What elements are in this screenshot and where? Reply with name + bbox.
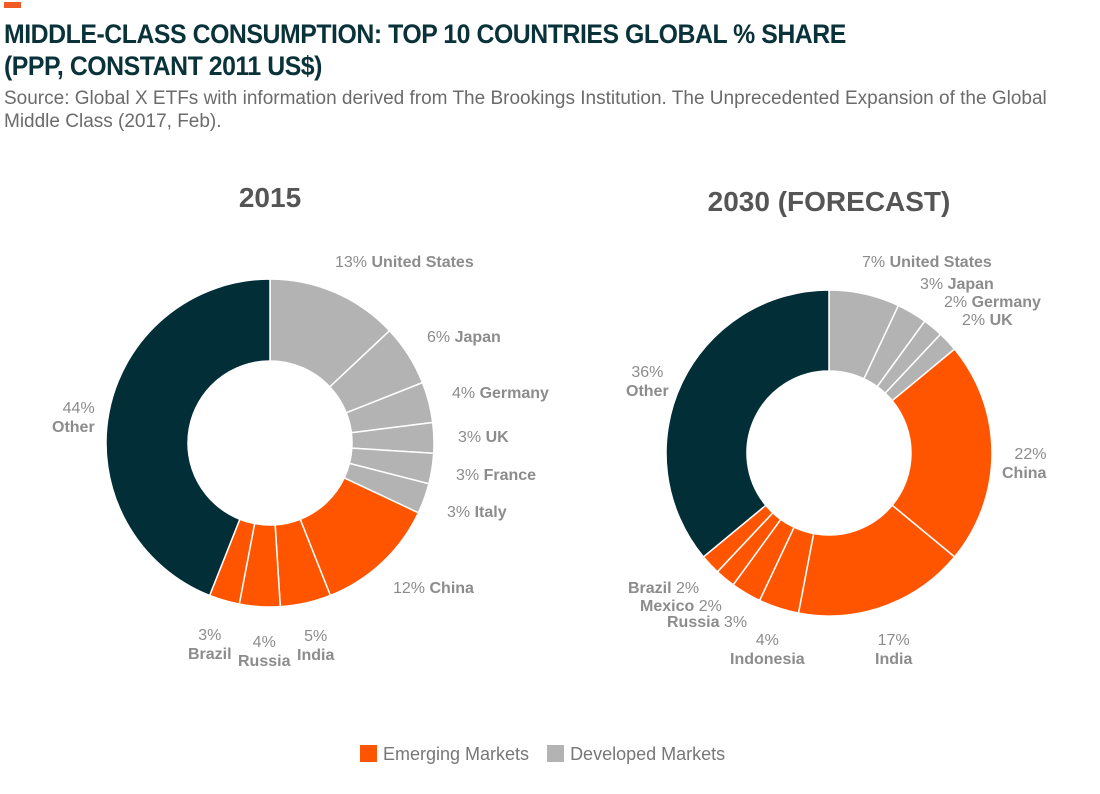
data-label: Russia 3%	[667, 613, 747, 632]
data-label: 12% China	[393, 579, 474, 598]
label-percent: 13%	[335, 254, 368, 271]
label-percent: 3%	[920, 276, 944, 293]
data-label: 4% Germany	[452, 384, 549, 403]
data-label: 3% Brazil	[188, 626, 232, 664]
data-label: 22% China	[1002, 445, 1046, 483]
data-label: 4% Indonesia	[730, 631, 805, 669]
accent-bar	[4, 2, 21, 8]
data-label: 7% United States	[862, 253, 992, 272]
label-name: India	[875, 651, 913, 668]
label-name: Germany	[479, 385, 549, 402]
label-name: Russia	[667, 614, 720, 631]
label-percent: 7%	[862, 254, 886, 271]
legend-item-emerging: Emerging Markets	[360, 744, 529, 765]
label-percent: 12%	[393, 580, 426, 597]
label-percent: 5%	[304, 628, 328, 645]
label-percent: 3%	[456, 467, 480, 484]
legend-item-developed: Developed Markets	[547, 744, 725, 765]
data-label: 3% France	[456, 466, 536, 485]
label-name: Japan	[947, 276, 994, 293]
data-label: 13% United States	[335, 253, 474, 272]
label-percent: 4%	[452, 385, 476, 402]
label-name: Other	[52, 419, 95, 436]
label-name: France	[483, 467, 537, 484]
slice-india	[797, 504, 956, 617]
label-name: China	[429, 580, 474, 597]
label-percent: 22%	[1014, 446, 1047, 463]
slice-other	[665, 289, 830, 558]
label-name: Brazil	[628, 580, 672, 597]
chart-title-2030: 2030 (FORECAST)	[707, 186, 951, 217]
data-label: 4% Russia	[238, 633, 290, 671]
label-name: United States	[371, 254, 474, 271]
slice-other	[105, 278, 271, 597]
label-percent: 36%	[631, 364, 664, 381]
data-label: 2% Germany	[944, 293, 1041, 312]
label-percent: 4%	[252, 634, 276, 651]
legend-swatch	[360, 745, 377, 762]
page-title: MIDDLE-CLASS CONSUMPTION: TOP 10 COUNTRI…	[4, 19, 846, 81]
data-label: 6% Japan	[427, 328, 501, 347]
data-label: 17% India	[875, 631, 912, 669]
label-percent: 3%	[447, 504, 471, 521]
label-name: Mexico	[640, 598, 695, 615]
label-percent: 4%	[755, 632, 779, 649]
source-note: Source: Global X ETFs with information d…	[4, 88, 1047, 132]
label-name: United States	[889, 254, 992, 271]
label-name: Italy	[474, 504, 507, 521]
label-percent: 6%	[427, 329, 451, 346]
label-name: China	[1002, 465, 1047, 482]
data-label: Mexico 2%	[640, 597, 722, 616]
label-percent: 3%	[723, 614, 748, 631]
slice-china	[891, 348, 993, 558]
label-name: UK	[989, 312, 1013, 329]
label-name: India	[297, 647, 335, 664]
data-label: 5% India	[297, 627, 334, 665]
data-label: 3% Italy	[447, 503, 507, 522]
label-name: Russia	[238, 653, 291, 670]
label-name: Germany	[971, 294, 1041, 311]
data-label: 3% UK	[458, 428, 509, 447]
label-percent: 17%	[877, 632, 910, 649]
chart-title-2015: 2015	[238, 182, 302, 213]
legend-swatch	[547, 745, 565, 762]
label-percent: 2%	[698, 598, 722, 615]
label-percent: 3%	[458, 429, 482, 446]
data-label: Brazil 2%	[628, 579, 699, 598]
label-name: Indonesia	[730, 651, 805, 668]
label-percent: 2%	[944, 294, 968, 311]
label-percent: 2%	[962, 312, 986, 329]
label-percent: 3%	[198, 627, 222, 644]
label-name: Other	[626, 383, 669, 400]
data-label: 3% Japan	[920, 275, 994, 294]
label-name: Japan	[454, 329, 501, 346]
data-label: 36% Other	[626, 363, 669, 401]
legend: Emerging Markets Developed Markets	[360, 744, 725, 765]
label-percent: 2%	[676, 580, 700, 597]
label-name: Brazil	[188, 646, 232, 663]
label-percent: 44%	[62, 400, 95, 417]
label-name: UK	[485, 429, 509, 446]
data-label: 44% Other	[52, 399, 95, 437]
data-label: 2% UK	[962, 311, 1013, 330]
